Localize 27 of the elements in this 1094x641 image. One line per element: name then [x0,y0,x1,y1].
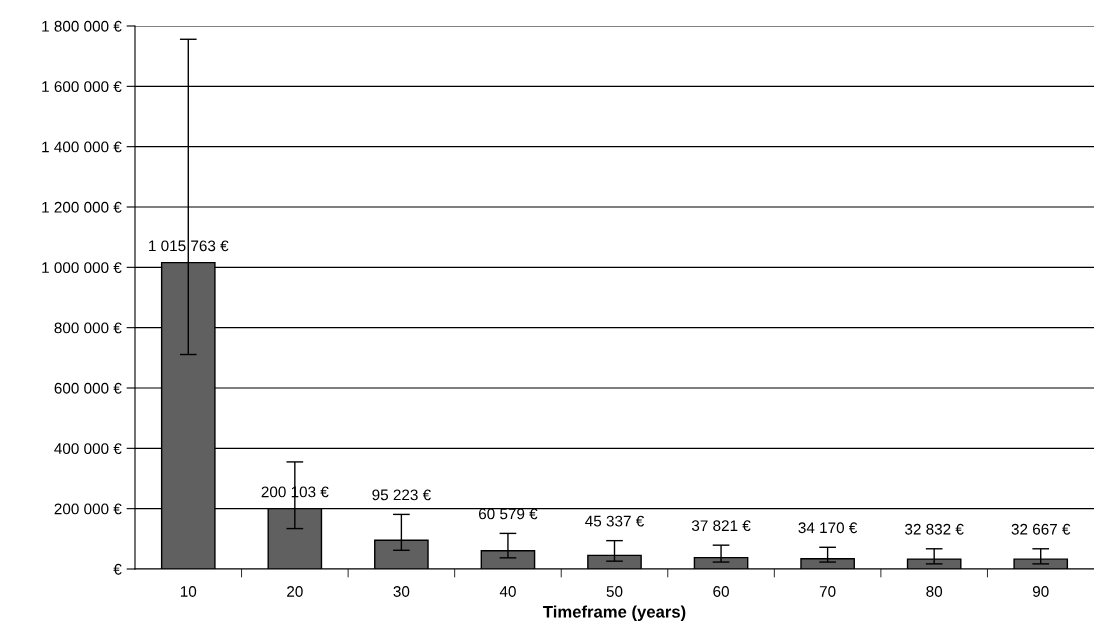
x-axis-title: Timeframe (years) [543,605,686,621]
y-tick-label: € [113,563,122,575]
data-label: 34 170 € [798,522,858,534]
x-tick-label: 40 [499,586,516,597]
y-tick-label: 1 200 000 € [42,201,122,213]
x-tick-label: 90 [1032,586,1049,597]
x-tick-label: 10 [180,586,197,597]
x-tick-label: 50 [606,586,623,597]
x-tick-label: 80 [926,586,943,597]
data-label: 1 015 763 € [149,240,229,252]
y-tick-label: 800 000 € [54,322,122,334]
y-tick-label: 1 800 000 € [42,20,122,32]
y-tick-label: 600 000 € [54,382,122,394]
y-tick-label: 1 600 000 € [42,81,122,93]
y-tick-label: 1 400 000 € [42,141,122,153]
x-tick-label: 30 [393,586,410,597]
y-tick-label: 400 000 € [54,443,122,455]
data-label: 45 337 € [585,515,645,527]
data-label: 32 667 € [1011,523,1071,535]
x-tick-label: 60 [713,586,729,597]
data-label: 32 832 € [905,523,964,535]
x-tick-label: 70 [819,586,836,597]
data-label: 37 821 € [691,520,751,532]
data-label: 95 223 € [372,489,431,501]
y-tick-label: 200 000 € [54,503,122,515]
x-tick-label: 20 [287,586,303,597]
y-tick-label: 1 000 000 € [42,262,122,274]
